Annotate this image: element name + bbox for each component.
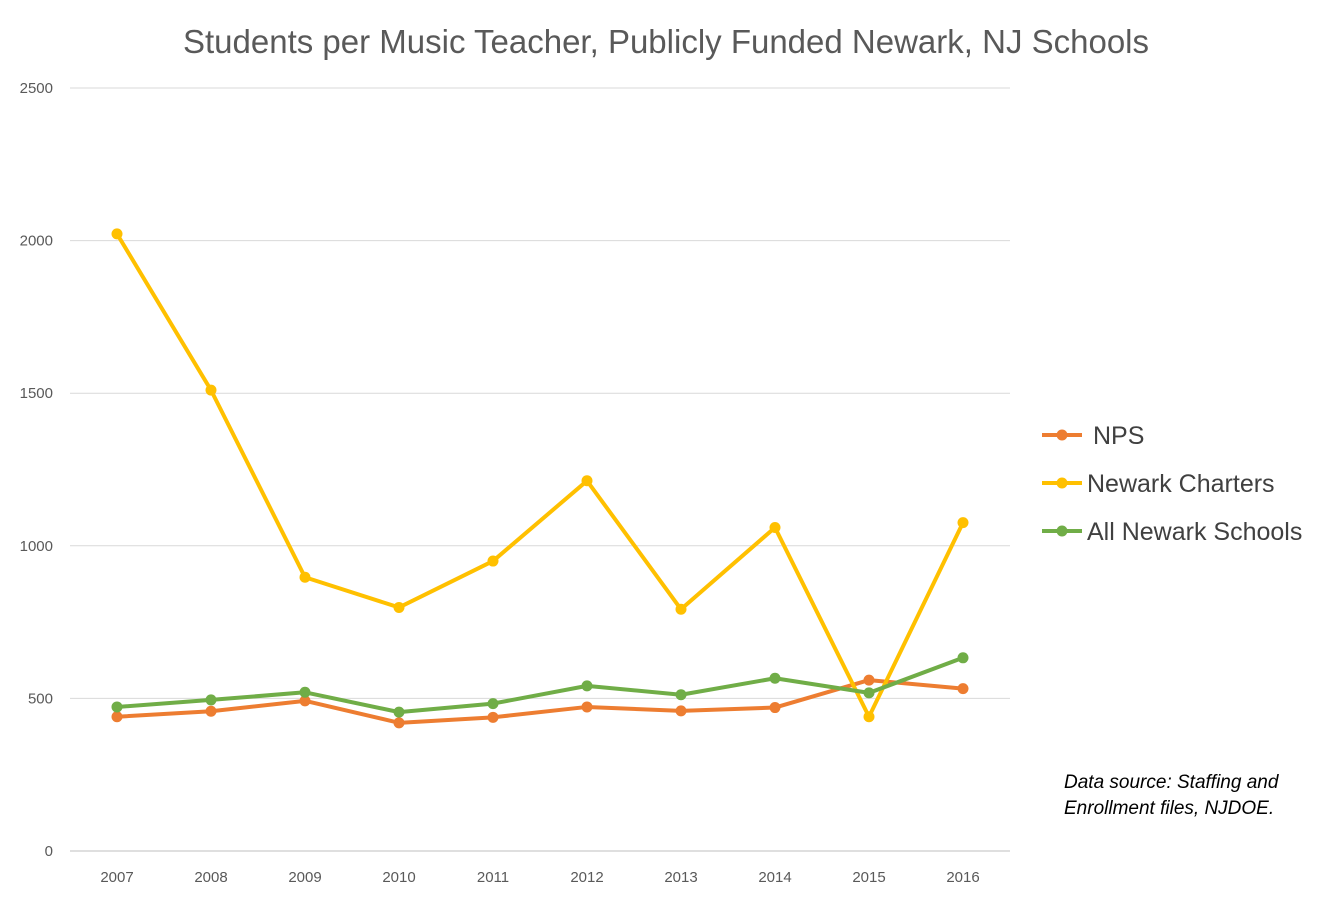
data-point	[675, 603, 687, 615]
data-point	[863, 711, 875, 723]
x-tick-label: 2012	[570, 869, 603, 886]
series-line-nps	[115, 678, 965, 725]
y-tick-label: 500	[28, 690, 53, 707]
x-tick-label: 2007	[100, 869, 133, 886]
data-point	[299, 695, 311, 707]
data-point	[205, 705, 217, 717]
data-point	[863, 674, 875, 686]
series-all-newark-schools	[111, 652, 969, 718]
data-point	[957, 652, 969, 664]
series	[111, 228, 969, 729]
data-point	[111, 228, 123, 240]
data-point	[675, 705, 687, 717]
legend-swatch-marker	[1056, 525, 1068, 537]
legend-item-all-newark-schools: All Newark Schools	[1042, 518, 1302, 546]
legend-swatch-marker	[1056, 477, 1068, 489]
x-tick-label: 2011	[477, 869, 509, 886]
data-point	[111, 701, 123, 713]
gridlines	[70, 87, 1010, 852]
data-point	[769, 521, 781, 533]
y-tick-label: 1000	[20, 538, 53, 555]
data-source-note: Data source: Staffing and Enrollment fil…	[1064, 772, 1279, 819]
data-point	[863, 687, 875, 699]
data-point	[205, 694, 217, 706]
legend-label: NPS	[1093, 422, 1144, 450]
data-point	[769, 672, 781, 684]
x-tick-label: 2015	[852, 869, 885, 886]
legend-item-newark-charters: Newark Charters	[1042, 470, 1275, 498]
data-point	[111, 711, 123, 723]
series-line-all-newark-schools	[115, 655, 965, 715]
legend-swatch-marker	[1056, 429, 1068, 441]
x-tick-label: 2014	[758, 869, 791, 886]
x-tick-label: 2009	[288, 869, 321, 886]
data-point	[957, 683, 969, 695]
series-nps	[111, 674, 969, 729]
x-tick-label: 2008	[194, 869, 227, 886]
data-point	[487, 698, 499, 710]
x-tick-label: 2013	[664, 869, 697, 886]
data-point	[581, 680, 593, 692]
x-tick-label: 2016	[946, 869, 979, 886]
y-tick-label: 2500	[20, 80, 53, 97]
y-tick-label: 2000	[20, 233, 53, 250]
data-point	[487, 711, 499, 723]
data-point	[581, 475, 593, 487]
data-point	[675, 689, 687, 701]
legend-label: Newark Charters	[1087, 470, 1275, 498]
data-point	[769, 702, 781, 714]
chart-title: Students per Music Teacher, Publicly Fun…	[183, 23, 1149, 60]
data-point	[205, 384, 217, 396]
data-point	[393, 706, 405, 718]
legend-label: All Newark Schools	[1087, 518, 1302, 546]
series-newark-charters	[111, 228, 969, 723]
y-tick-label: 1500	[20, 385, 53, 402]
legend-item-nps: NPS	[1042, 422, 1144, 450]
data-point	[487, 555, 499, 567]
x-axis-ticks: 2007 2008 2009 2010 2011 2012 2013 2014 2015 2016	[100, 869, 979, 886]
x-tick-label: 2010	[382, 869, 415, 886]
data-point	[299, 686, 311, 698]
legend: NPS Newark Charters All Newark Schools	[1042, 422, 1302, 546]
series-line-newark-charters	[115, 231, 965, 719]
y-tick-label: 0	[45, 843, 53, 860]
data-point	[393, 717, 405, 729]
data-point	[581, 701, 593, 713]
data-point	[393, 601, 405, 613]
data-point	[299, 571, 311, 583]
data-point	[957, 517, 969, 529]
y-axis-ticks: 0 500 1000 1500 2000 2500	[20, 80, 53, 860]
